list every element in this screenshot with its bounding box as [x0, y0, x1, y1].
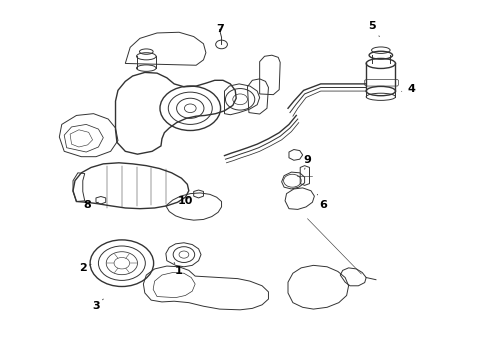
- Text: 8: 8: [84, 200, 98, 210]
- Text: 1: 1: [174, 262, 183, 276]
- Text: 3: 3: [92, 299, 103, 311]
- Text: 4: 4: [402, 84, 415, 94]
- Text: 2: 2: [79, 263, 91, 273]
- Text: 10: 10: [178, 196, 193, 206]
- Text: 5: 5: [368, 21, 379, 37]
- Text: 6: 6: [318, 194, 327, 210]
- Text: 9: 9: [304, 155, 312, 169]
- Text: 7: 7: [217, 24, 224, 40]
